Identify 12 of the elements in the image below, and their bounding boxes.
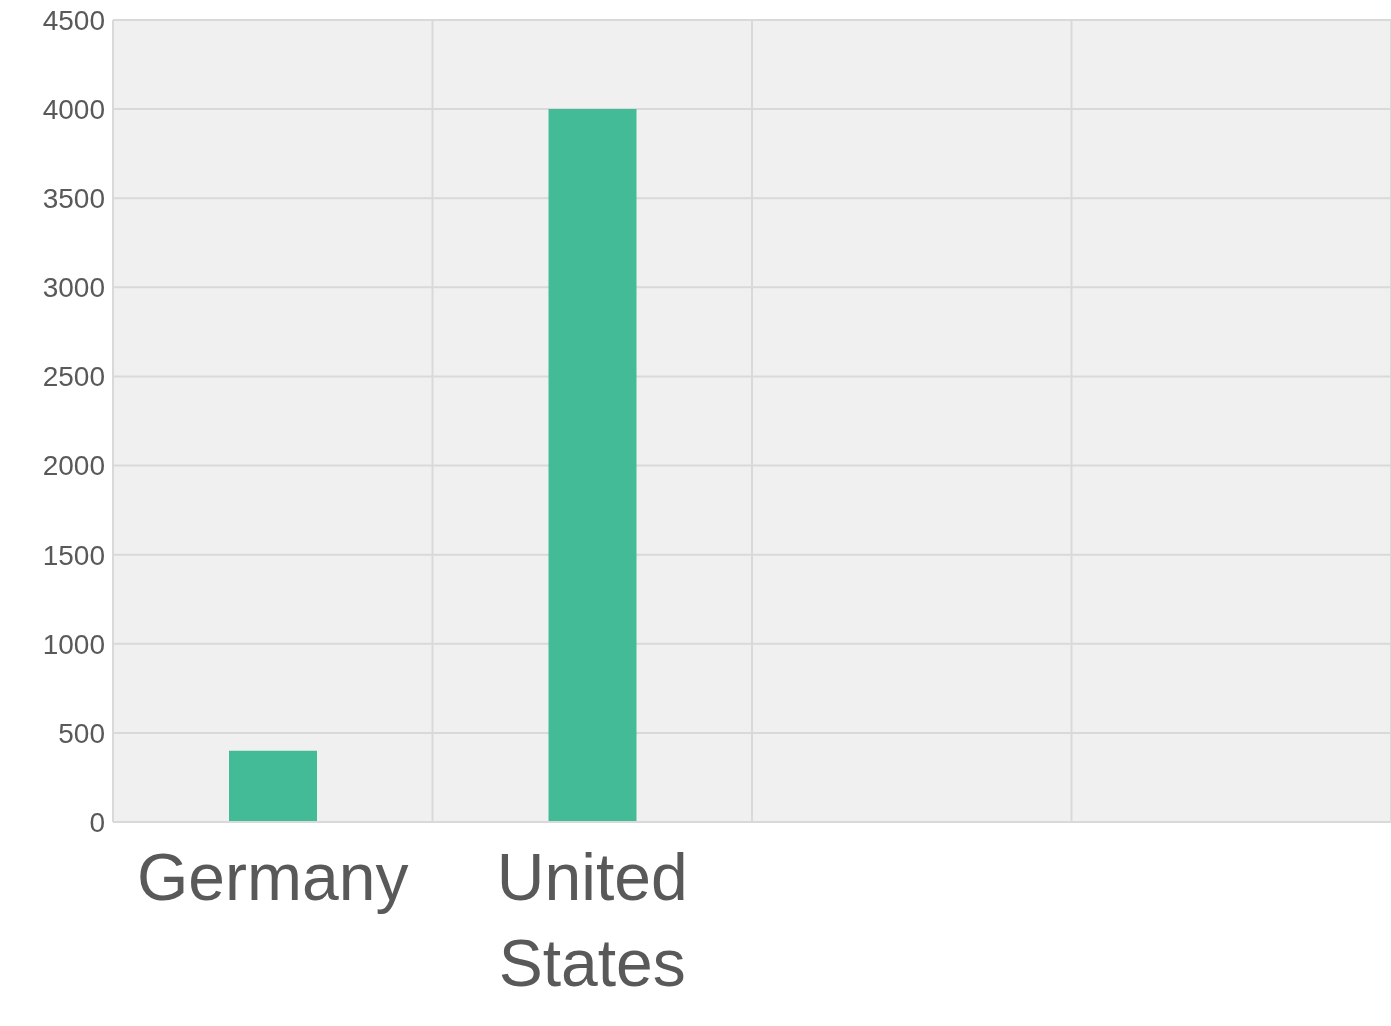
y-tick-label: 4000 (42, 94, 105, 126)
y-tick-label: 1500 (42, 539, 105, 571)
x-tick-label: Germany (137, 840, 409, 914)
y-tick-label: 0 (89, 806, 105, 838)
y-tick-label: 3500 (42, 183, 105, 215)
y-tick-label: 2500 (42, 361, 105, 393)
x-tick-label: United States (496, 840, 688, 1000)
y-tick-label: 2000 (42, 450, 105, 482)
y-tick-label: 4500 (42, 4, 105, 36)
y-tick-label: 1000 (42, 628, 105, 660)
y-tick-label: 500 (58, 717, 105, 749)
y-tick-label: 3000 (42, 272, 105, 304)
